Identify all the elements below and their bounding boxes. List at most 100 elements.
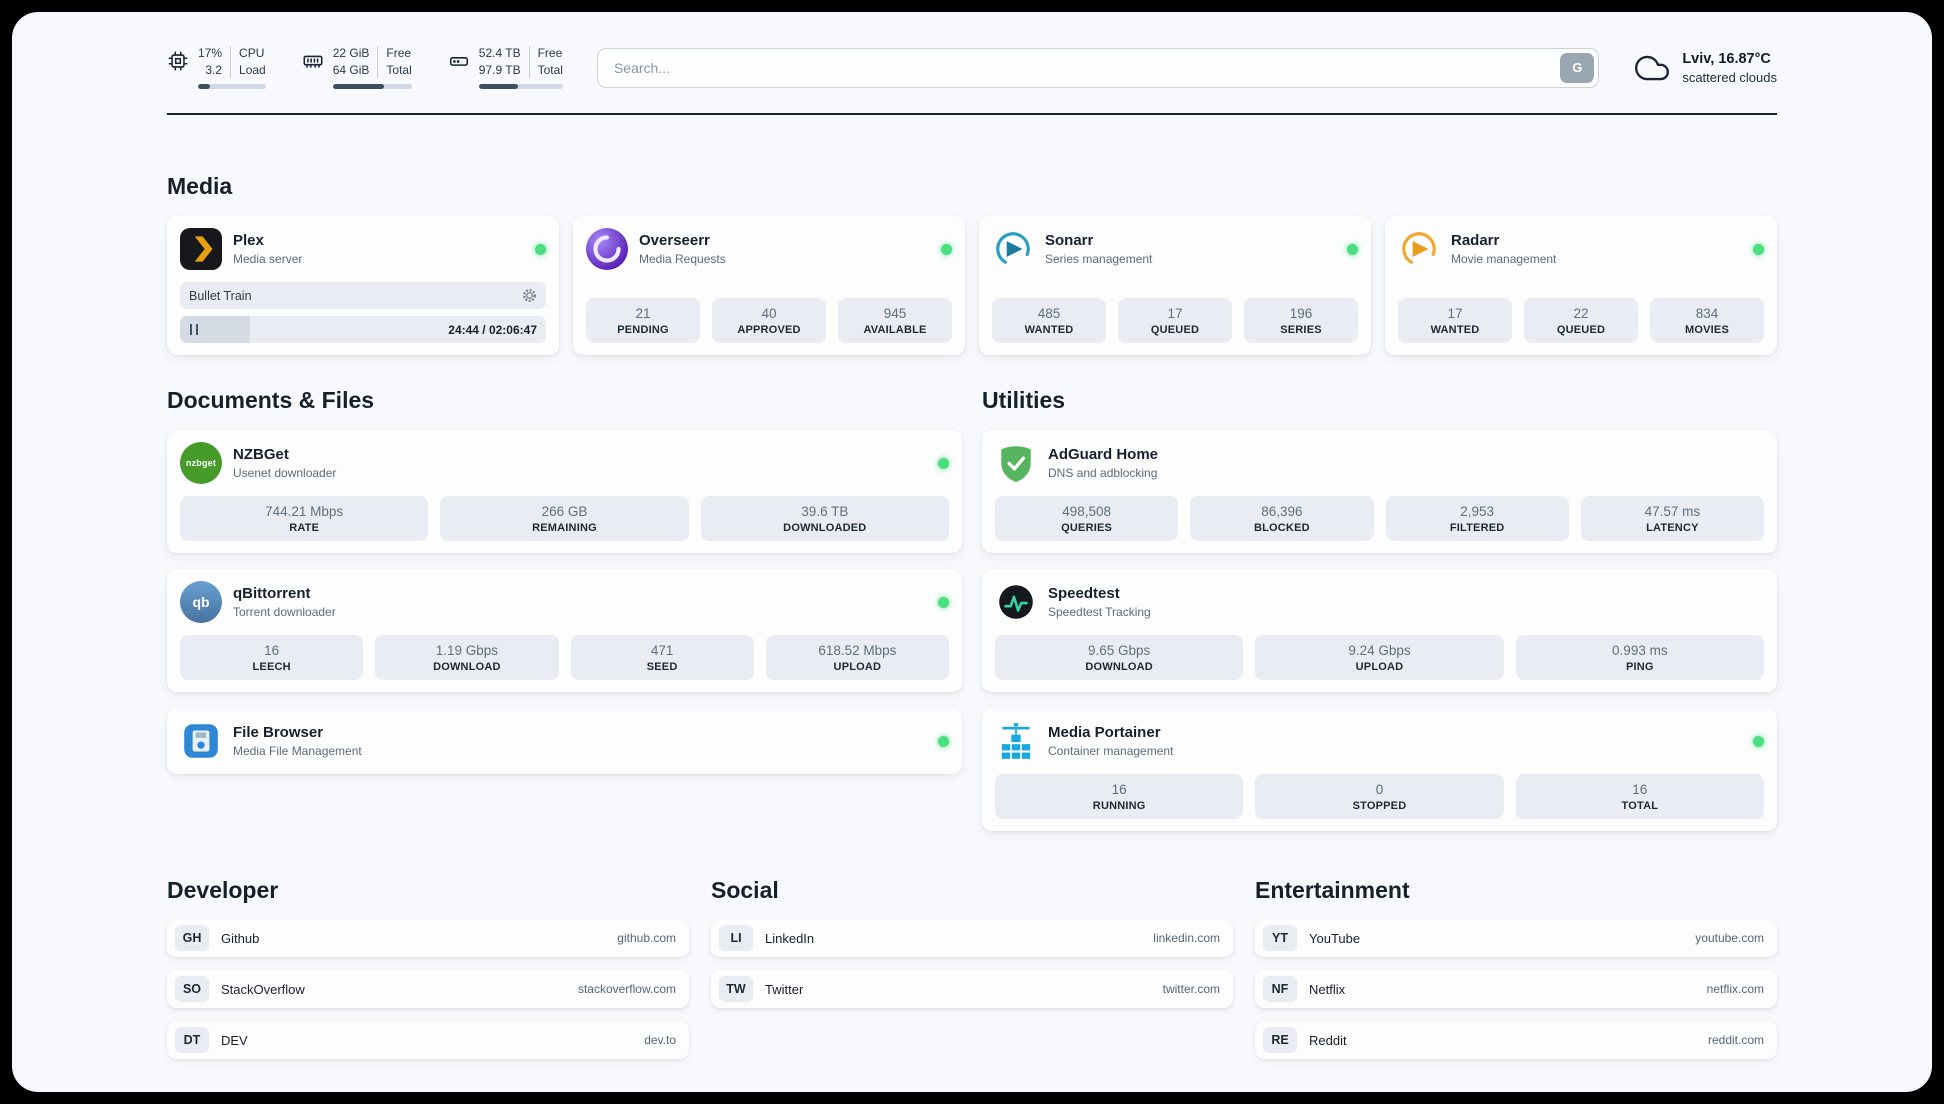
qbittorrent-icon-text: qb xyxy=(192,594,210,610)
bookmark-name: Github xyxy=(221,930,260,946)
bookmark-name: Netflix xyxy=(1309,981,1346,997)
bookmark-url: twitter.com xyxy=(1162,982,1220,996)
stat-wanted: 17 WANTED xyxy=(1398,298,1512,343)
stat-blocked: 86,396 BLOCKED xyxy=(1190,496,1374,541)
app-name: Speedtest xyxy=(1048,585,1120,602)
stat-label: WANTED xyxy=(1430,324,1480,336)
app-card-portainer[interactable]: Media Portainer Container management 16 … xyxy=(982,708,1777,831)
hard-drive-icon xyxy=(449,57,468,66)
disk-progress-fill xyxy=(478,84,519,89)
app-card-sonarr[interactable]: Sonarr Series management 485 WANTED 17 Q… xyxy=(979,216,1371,355)
app-card-filebrowser[interactable]: File Browser Media File Management xyxy=(167,708,962,774)
disk-free-label: Free xyxy=(537,46,563,60)
disk-widget: 52.4 TB 97.9 TB Free Total xyxy=(448,46,563,89)
stat-value: 86,396 xyxy=(1261,504,1303,519)
memory-progress-bar xyxy=(332,84,412,89)
stat-value: 0.993 ms xyxy=(1612,643,1668,658)
top-bar: 17% 3.2 CPU Load xyxy=(167,46,1777,89)
app-card-qbittorrent[interactable]: qb qBittorrent Torrent downloader 16 LEE… xyxy=(167,569,962,692)
app-card-overseerr[interactable]: Overseerr Media Requests 21 PENDING 40 A… xyxy=(573,216,965,355)
bookmark-url: reddit.com xyxy=(1707,1033,1764,1047)
bookmark-reddit[interactable]: RE Reddit reddit.com xyxy=(1255,1021,1777,1059)
bookmark-abbr: NF xyxy=(1263,976,1297,1002)
stat-label: DOWNLOADED xyxy=(783,522,867,534)
stat-wanted: 485 WANTED xyxy=(992,298,1106,343)
bookmark-url: netflix.com xyxy=(1706,982,1764,996)
stat-seed: 471 SEED xyxy=(570,635,754,680)
bookmark-name: Reddit xyxy=(1309,1032,1347,1048)
section-media: Media Plex Media server Bullet Train xyxy=(167,173,1777,355)
memory-total-label: Total xyxy=(386,63,412,77)
status-dot-online xyxy=(938,596,949,608)
stat-label: QUEUED xyxy=(1556,324,1606,336)
search-engine-button[interactable]: G xyxy=(1560,52,1595,83)
stat-label: UPLOAD xyxy=(833,661,882,673)
bookmark-name: YouTube xyxy=(1309,930,1361,946)
stat-value: 1.19 Gbps xyxy=(435,643,499,658)
filebrowser-icon xyxy=(180,720,222,762)
system-stats: 17% 3.2 CPU Load xyxy=(167,46,563,89)
bookmark-name: LinkedIn xyxy=(765,930,815,946)
pause-icon[interactable] xyxy=(190,324,198,335)
bookmark-twitter[interactable]: TW Twitter twitter.com xyxy=(711,970,1233,1008)
qbittorrent-icon: qb xyxy=(180,581,222,623)
bookmark-netflix[interactable]: NF Netflix netflix.com xyxy=(1255,970,1777,1008)
stat-label: MOVIES xyxy=(1685,324,1729,336)
app-subtitle: Media Requests xyxy=(639,252,726,266)
section-title-documents: Documents & Files xyxy=(167,387,375,413)
bookmark-abbr: LI xyxy=(719,925,753,951)
app-subtitle: Container management xyxy=(1048,744,1174,758)
stat-value: 16 xyxy=(264,643,280,658)
stat-label: FILTERED xyxy=(1449,522,1505,534)
bookmark-dev[interactable]: DT DEV dev.to xyxy=(167,1021,689,1059)
bookmark-url: dev.to xyxy=(644,1033,676,1047)
stat-series: 196 SERIES xyxy=(1244,298,1358,343)
app-card-plex[interactable]: Plex Media server Bullet Train 24:44 / 0… xyxy=(167,216,559,355)
app-subtitle: Media File Management xyxy=(233,744,362,758)
app-card-speedtest[interactable]: Speedtest Speedtest Tracking 9.65 Gbps D… xyxy=(982,569,1777,692)
app-card-radarr[interactable]: Radarr Movie management 17 WANTED 22 QUE… xyxy=(1385,216,1777,355)
stat-value: 945 xyxy=(883,306,907,321)
bookmark-stackoverflow[interactable]: SO StackOverflow stackoverflow.com xyxy=(167,970,689,1008)
section-utilities: Utilities AdGuard Home DNS and a xyxy=(982,387,1777,831)
bookmark-url: stackoverflow.com xyxy=(577,982,676,996)
bookmark-url: linkedin.com xyxy=(1153,931,1220,945)
stat-movies: 834 MOVIES xyxy=(1650,298,1764,343)
bookmark-youtube[interactable]: YT YouTube youtube.com xyxy=(1255,919,1777,957)
ram-icon xyxy=(303,55,323,68)
stat-label: WANTED xyxy=(1024,324,1074,336)
disk-free-value: 52.4 TB xyxy=(478,46,521,60)
bookmark-abbr: YT xyxy=(1263,925,1297,951)
stat-value: 16 xyxy=(1632,782,1648,797)
bookmark-name: StackOverflow xyxy=(221,981,305,997)
app-card-nzbget[interactable]: nzbget NZBGet Usenet downloader 744.21 M… xyxy=(167,430,962,553)
search-input[interactable] xyxy=(596,47,1600,88)
section-social: Social LI LinkedIn linkedin.com TW Twitt… xyxy=(711,877,1233,1059)
bookmark-github[interactable]: GH Github github.com xyxy=(167,919,689,957)
app-subtitle: Media server xyxy=(233,252,303,266)
app-subtitle: Series management xyxy=(1045,252,1153,266)
dashboard-page: 17% 3.2 CPU Load xyxy=(12,12,1932,1092)
stat-available: 945 AVAILABLE xyxy=(838,298,952,343)
stat-value: 196 xyxy=(1289,306,1313,321)
status-dot-online xyxy=(941,243,952,255)
playback-progress-bar[interactable]: 24:44 / 02:06:47 xyxy=(180,316,546,343)
section-entertainment: Entertainment YT YouTube youtube.com NF … xyxy=(1255,877,1777,1059)
app-card-adguard[interactable]: AdGuard Home DNS and adblocking 498,508 … xyxy=(982,430,1777,553)
gear-icon[interactable] xyxy=(522,288,537,303)
section-title-social: Social xyxy=(711,877,779,903)
nzbget-icon: nzbget xyxy=(180,442,222,484)
now-playing-title: Bullet Train xyxy=(189,288,252,303)
stat-label: DOWNLOAD xyxy=(1085,661,1153,673)
status-dot-online xyxy=(1753,735,1764,747)
memory-widget: 22 GiB 64 GiB Free Total xyxy=(302,46,412,89)
stat-label: RATE xyxy=(289,522,320,534)
stat-value: 47.57 ms xyxy=(1644,504,1701,519)
stat-latency: 47.57 ms LATENCY xyxy=(1580,496,1764,541)
speedtest-icon xyxy=(995,581,1037,623)
bookmark-abbr: TW xyxy=(719,976,753,1002)
stat-label: DOWNLOAD xyxy=(433,661,501,673)
bookmark-linkedin[interactable]: LI LinkedIn linkedin.com xyxy=(711,919,1233,957)
overseerr-icon xyxy=(586,228,628,270)
stat-value: 9.65 Gbps xyxy=(1088,643,1151,658)
